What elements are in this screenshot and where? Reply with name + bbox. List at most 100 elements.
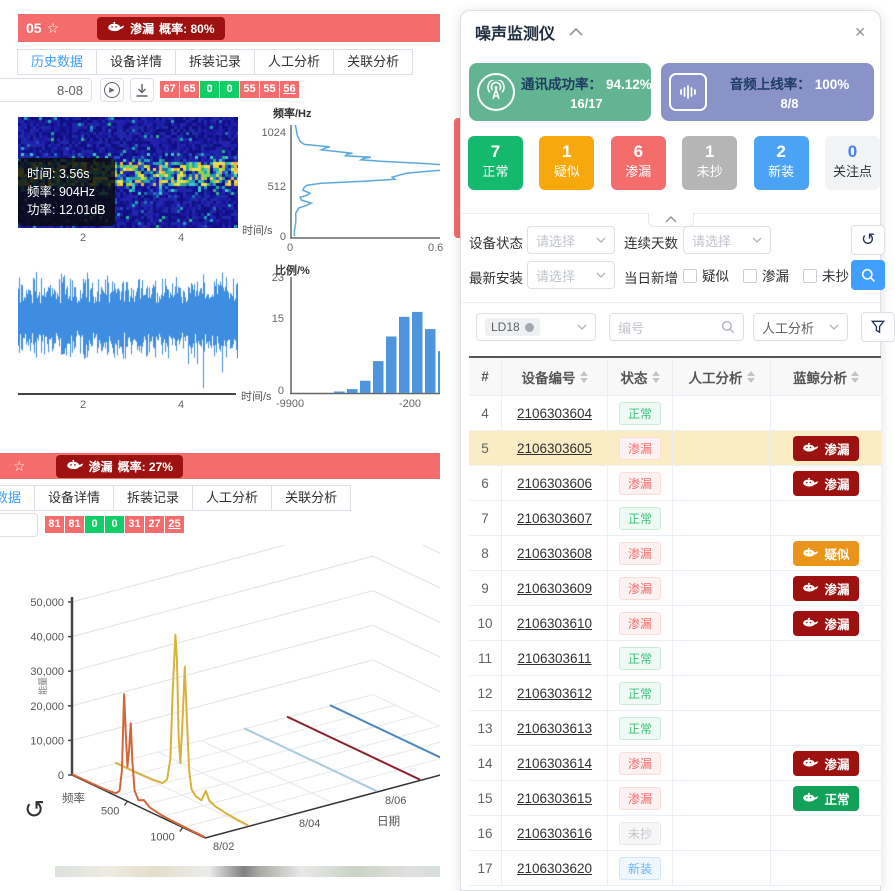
bluewhale-badge-正常[interactable]: 正常 [793, 786, 858, 811]
device-link[interactable]: 2106303608 [517, 546, 592, 561]
count-badge[interactable]: 55 [240, 81, 259, 98]
favorite-star-icon[interactable]: ☆ [13, 458, 26, 475]
device-link[interactable]: 2106303616 [517, 826, 592, 841]
count-badge[interactable]: 0 [220, 81, 239, 98]
col-header-设备编号[interactable]: 设备编号 [502, 358, 608, 396]
count-badge[interactable]: 0 [200, 81, 219, 98]
device-link[interactable]: 2106303611 [517, 651, 591, 666]
manual-analysis-select[interactable]: 人工分析 [753, 313, 848, 341]
status-count-新装[interactable]: 2 新装 [754, 136, 809, 190]
device-link[interactable]: 2106303606 [517, 476, 592, 491]
count-badge[interactable]: 55 [260, 81, 279, 98]
svg-text:500: 500 [101, 805, 119, 817]
tab-历史数据[interactable]: 历史数据 [0, 485, 35, 511]
col-header-蓝鲸分析[interactable]: 蓝鲸分析 [771, 358, 881, 396]
bluewhale-badge-渗漏[interactable]: 渗漏 [793, 611, 858, 636]
device-link[interactable]: 2106303615 [517, 791, 592, 806]
bluewhale-badge-渗漏[interactable]: 渗漏 [793, 471, 858, 496]
sort-icon[interactable] [851, 371, 859, 383]
count-badge[interactable]: 56 [280, 81, 299, 98]
svg-text:20,000: 20,000 [30, 701, 64, 713]
col-header-状态[interactable]: 状态 [608, 358, 673, 396]
tab-关联分析[interactable]: 关联分析 [271, 485, 351, 511]
latest-install-select[interactable]: 请选择 [527, 261, 615, 289]
audio-rate-value: 100% [815, 77, 850, 92]
count-badge[interactable]: 0 [105, 516, 124, 533]
device-link[interactable]: 2106303614 [517, 756, 592, 771]
tab-关联分析[interactable]: 关联分析 [333, 49, 413, 75]
bluewhale-cell: 疑似 [771, 536, 881, 571]
count-badge[interactable]: 67 [160, 81, 179, 98]
download-button[interactable] [130, 78, 154, 102]
status-count-正常[interactable]: 7 正常 [468, 136, 523, 190]
device-link[interactable]: 2106303609 [517, 581, 592, 596]
bluewhale-cell: 渗漏 [771, 431, 881, 466]
row-index: 15 [469, 781, 502, 816]
checkbox[interactable] [743, 269, 757, 283]
date-input[interactable]: 8-08 [0, 78, 92, 102]
table-row-2106303614: 14 2106303614 渗漏 渗漏 [469, 746, 881, 781]
waveform-canvas [18, 264, 238, 390]
device-link[interactable]: 2106303607 [517, 511, 592, 526]
comm-rate-card: 通讯成功率： 94.12% 16/17 [469, 63, 651, 121]
filter-funnel-button[interactable] [861, 312, 895, 342]
checkbox-label: 未抄 [822, 269, 849, 284]
count-badge[interactable]: 81 [65, 516, 84, 533]
device-link[interactable]: 2106303604 [517, 406, 592, 421]
audio-rate-label: 音频上线率： [730, 77, 811, 92]
tab-设备详情[interactable]: 设备详情 [96, 49, 176, 75]
tab-历史数据[interactable]: 历史数据 [17, 49, 97, 75]
manual-analysis-cell [673, 501, 771, 536]
bluewhale-cell [771, 676, 881, 711]
device-link[interactable]: 2106303620 [517, 861, 592, 876]
tab-拆装记录[interactable]: 拆装记录 [175, 49, 255, 75]
col-header-人工分析[interactable]: 人工分析 [673, 358, 771, 396]
status-count-关注点[interactable]: 0 关注点 [825, 136, 880, 190]
status-count-渗漏[interactable]: 6 渗漏 [611, 136, 666, 190]
code-search-input[interactable]: 编号 [609, 313, 744, 341]
device-link[interactable]: 2106303610 [517, 616, 592, 631]
device-link[interactable]: 2106303605 [517, 441, 592, 456]
status-count-未抄[interactable]: 1 未抄 [682, 136, 737, 190]
hist-ytick-15: 15 [262, 313, 284, 325]
svg-text:0: 0 [58, 770, 64, 782]
tab-设备详情[interactable]: 设备详情 [34, 485, 114, 511]
device-type-select[interactable]: LD18 [476, 313, 596, 341]
col-header-#: # [469, 358, 502, 396]
sort-icon[interactable] [747, 371, 755, 383]
device-link[interactable]: 2106303612 [517, 686, 592, 701]
count-badge[interactable]: 27 [145, 516, 164, 533]
device-status-select[interactable]: 请选择 [527, 226, 615, 254]
count-badge[interactable]: 0 [85, 516, 104, 533]
favorite-star-icon[interactable]: ☆ [47, 20, 60, 37]
tab-人工分析[interactable]: 人工分析 [192, 485, 272, 511]
bluewhale-badge-渗漏[interactable]: 渗漏 [793, 751, 858, 776]
streak-days-select[interactable]: 请选择 [683, 226, 771, 254]
tab-人工分析[interactable]: 人工分析 [254, 49, 334, 75]
close-icon[interactable]: ✕ [854, 24, 866, 41]
bluewhale-badge-渗漏[interactable]: 渗漏 [793, 576, 858, 601]
search-button[interactable] [851, 260, 885, 290]
status-count-疑似[interactable]: 1 疑似 [539, 136, 594, 190]
bluewhale-badge-渗漏[interactable]: 渗漏 [793, 436, 858, 461]
device-link[interactable]: 2106303613 [517, 721, 592, 736]
bluewhale-badge-疑似[interactable]: 疑似 [793, 541, 858, 566]
sort-icon[interactable] [580, 371, 588, 383]
status-tag: 渗漏 [619, 472, 661, 495]
refresh-button[interactable]: ↻ [851, 225, 885, 255]
sort-icon[interactable] [652, 371, 660, 383]
count-badge[interactable]: 31 [125, 516, 144, 533]
tab-拆装记录[interactable]: 拆装记录 [113, 485, 193, 511]
date-input-b[interactable] [0, 513, 38, 537]
play-button[interactable]: ▶ [100, 78, 124, 102]
checkbox[interactable] [683, 269, 697, 283]
bluewhale-cell [771, 641, 881, 676]
collapse-chevron-icon[interactable] [569, 23, 583, 41]
count-badge[interactable]: 81 [45, 516, 64, 533]
refresh-3d-icon[interactable]: ↻ [24, 795, 45, 825]
count-badge[interactable]: 25 [165, 516, 184, 533]
svg-text:频率: 频率 [62, 791, 85, 805]
collapse-pill[interactable] [648, 213, 694, 227]
count-badge[interactable]: 65 [180, 81, 199, 98]
checkbox[interactable] [803, 269, 817, 283]
